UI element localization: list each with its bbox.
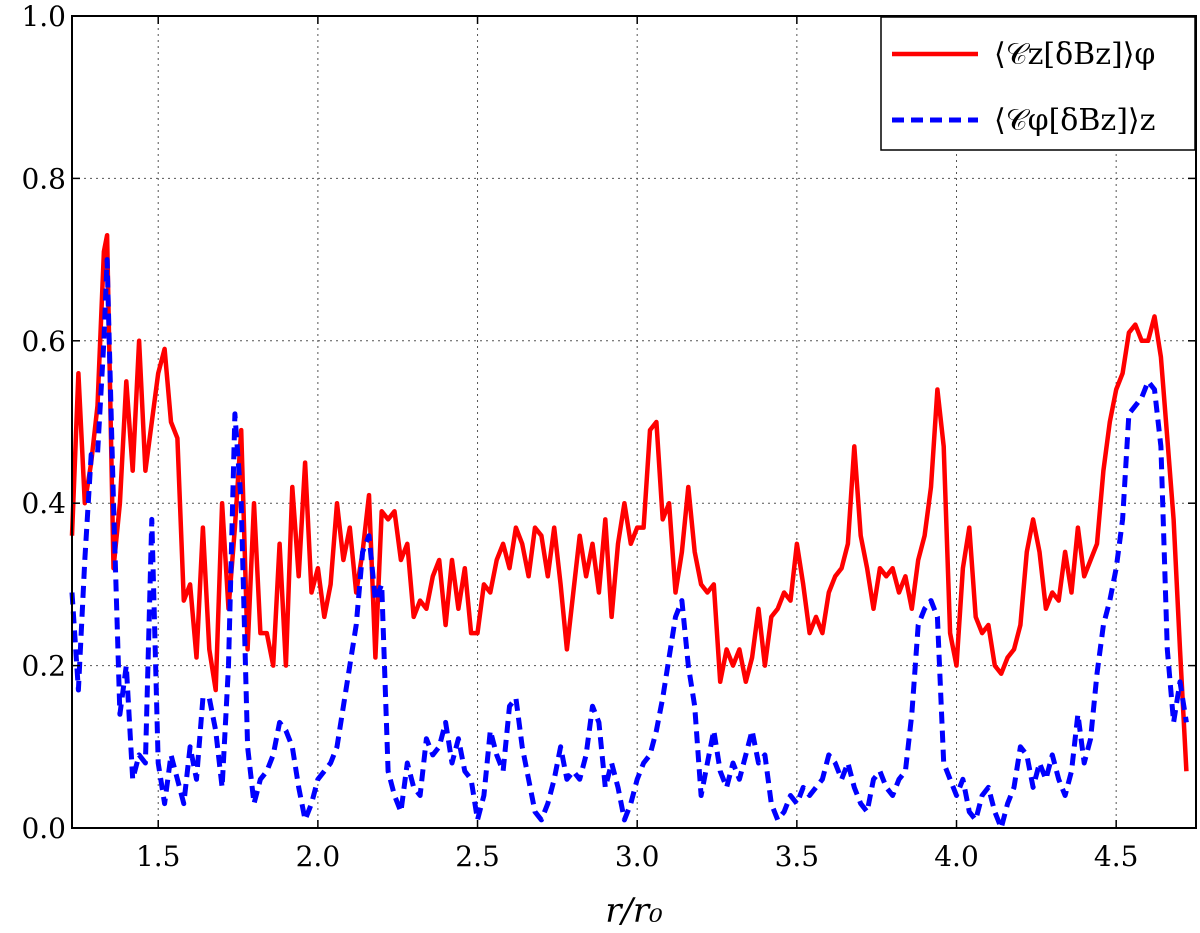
x-tick-label: 1.5 — [136, 840, 181, 873]
x-tick-label: 4.5 — [1094, 840, 1139, 873]
y-tick-label: 0.4 — [21, 487, 66, 520]
y-tick-label: 0.0 — [21, 812, 66, 845]
x-tick-label: 3.0 — [615, 840, 660, 873]
legend: ⟨𝒞z[δBz]⟩φ ⟨𝒞φ[δBz]⟩z — [880, 16, 1196, 151]
y-tick-label: 0.6 — [21, 325, 66, 358]
x-tick-label: 2.0 — [296, 840, 341, 873]
plot-frame — [71, 15, 1197, 829]
legend-box — [880, 16, 1196, 151]
series-layer — [69, 232, 1189, 831]
x-tick-label: 3.5 — [775, 840, 820, 873]
y-tick-label: 1.0 — [21, 0, 66, 33]
x-axis: 1.5 2.0 2.5 3.0 3.5 4.0 4.5 — [136, 16, 1138, 873]
series-line-0 — [69, 232, 1189, 772]
x-axis-title: r/r₀ — [605, 891, 663, 931]
y-axis: 0.0 0.2 0.4 0.6 0.8 1.0 — [21, 0, 1196, 845]
x-tick-label: 4.0 — [934, 840, 979, 873]
series-line-1 — [69, 257, 1189, 831]
legend-label-series-0: ⟨𝒞z[δBz]⟩φ — [994, 37, 1155, 72]
y-tick-label: 0.2 — [21, 650, 66, 683]
legend-label-series-1: ⟨𝒞φ[δBz]⟩z — [994, 103, 1155, 138]
x-tick-label: 2.5 — [455, 840, 500, 873]
grid — [72, 16, 1196, 828]
y-tick-label: 0.8 — [21, 162, 66, 195]
